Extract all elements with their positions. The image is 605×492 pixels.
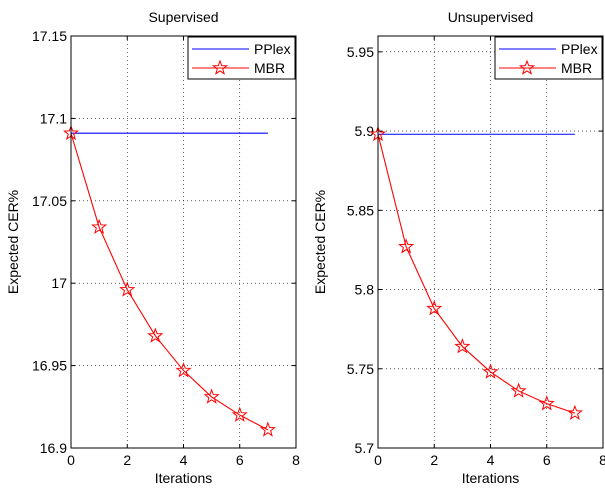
data-point-mbr bbox=[259, 421, 276, 437]
plot-area bbox=[378, 36, 603, 448]
x-tick-label: 4 bbox=[487, 452, 495, 468]
legend-label-pplex: PPlex bbox=[561, 41, 598, 57]
y-tick-label: 5.7 bbox=[355, 440, 375, 456]
plot-area bbox=[71, 36, 296, 448]
legend: PPlex MBR bbox=[187, 36, 296, 80]
y-tick-label: 17.1 bbox=[40, 110, 67, 126]
x-axis-label: Iterations bbox=[155, 470, 213, 486]
data-point-mbr bbox=[566, 404, 583, 420]
legend-label-mbr: MBR bbox=[254, 60, 285, 76]
chart-panel-1: 0 2 4 6 8 16.9 16.95 17 17.05 17.1 17.15 PPlex MBR Su… bbox=[5, 9, 300, 486]
y-tick-label: 17.15 bbox=[32, 28, 67, 44]
legend-marker-mbr bbox=[518, 59, 536, 75]
data-point-mbr bbox=[454, 338, 471, 354]
y-tick-label: 17.05 bbox=[32, 193, 67, 209]
legend-box bbox=[187, 36, 296, 80]
data-point-mbr bbox=[203, 388, 220, 404]
legend-marker-mbr bbox=[211, 59, 229, 75]
x-tick-label: 6 bbox=[543, 452, 551, 468]
y-tick-label: 5.9 bbox=[355, 123, 375, 139]
y-axis-label: Expected CER% bbox=[5, 190, 21, 294]
data-point-mbr bbox=[175, 362, 192, 378]
data-point-mbr bbox=[147, 327, 164, 343]
data-point-mbr bbox=[398, 238, 415, 254]
chart-panel-2: 0 2 4 6 8 5.7 5.75 5.8 5.85 5.9 5.95 PPlex MBR Unsupe… bbox=[312, 9, 605, 486]
data-point-mbr bbox=[426, 300, 443, 316]
x-tick-label: 0 bbox=[67, 452, 75, 468]
data-point-mbr bbox=[119, 281, 136, 297]
x-tick-label: 0 bbox=[374, 452, 382, 468]
x-tick-label: 8 bbox=[599, 452, 605, 468]
series-line-mbr bbox=[70, 133, 269, 431]
y-tick-label: 16.9 bbox=[40, 440, 67, 456]
data-point-mbr bbox=[510, 382, 527, 398]
data-point-mbr bbox=[538, 395, 555, 411]
y-tick-label: 5.8 bbox=[355, 282, 375, 298]
axes-frame bbox=[70, 35, 297, 449]
legend: PPlex MBR bbox=[494, 36, 603, 80]
axes-frame bbox=[377, 35, 604, 449]
chart-title: Unsupervised bbox=[448, 9, 534, 25]
y-tick-label: 5.75 bbox=[347, 361, 374, 377]
data-point-mbr bbox=[482, 363, 499, 379]
legend-label-mbr: MBR bbox=[561, 60, 592, 76]
x-axis-label: Iterations bbox=[462, 470, 520, 486]
x-tick-label: 2 bbox=[123, 452, 131, 468]
x-tick-label: 2 bbox=[430, 452, 438, 468]
data-point-mbr bbox=[231, 406, 248, 422]
x-tick-label: 8 bbox=[292, 452, 300, 468]
data-point-mbr bbox=[91, 218, 108, 235]
x-tick-label: 6 bbox=[236, 452, 244, 468]
chart-title: Supervised bbox=[148, 9, 218, 25]
legend-box bbox=[494, 36, 603, 80]
y-tick-label: 5.85 bbox=[347, 202, 374, 218]
y-axis-label: Expected CER% bbox=[312, 190, 328, 294]
y-tick-label: 16.95 bbox=[32, 358, 67, 374]
y-tick-label: 17 bbox=[51, 275, 67, 291]
x-tick-label: 4 bbox=[180, 452, 188, 468]
y-tick-label: 5.95 bbox=[347, 44, 374, 60]
legend-label-pplex: PPlex bbox=[254, 41, 291, 57]
